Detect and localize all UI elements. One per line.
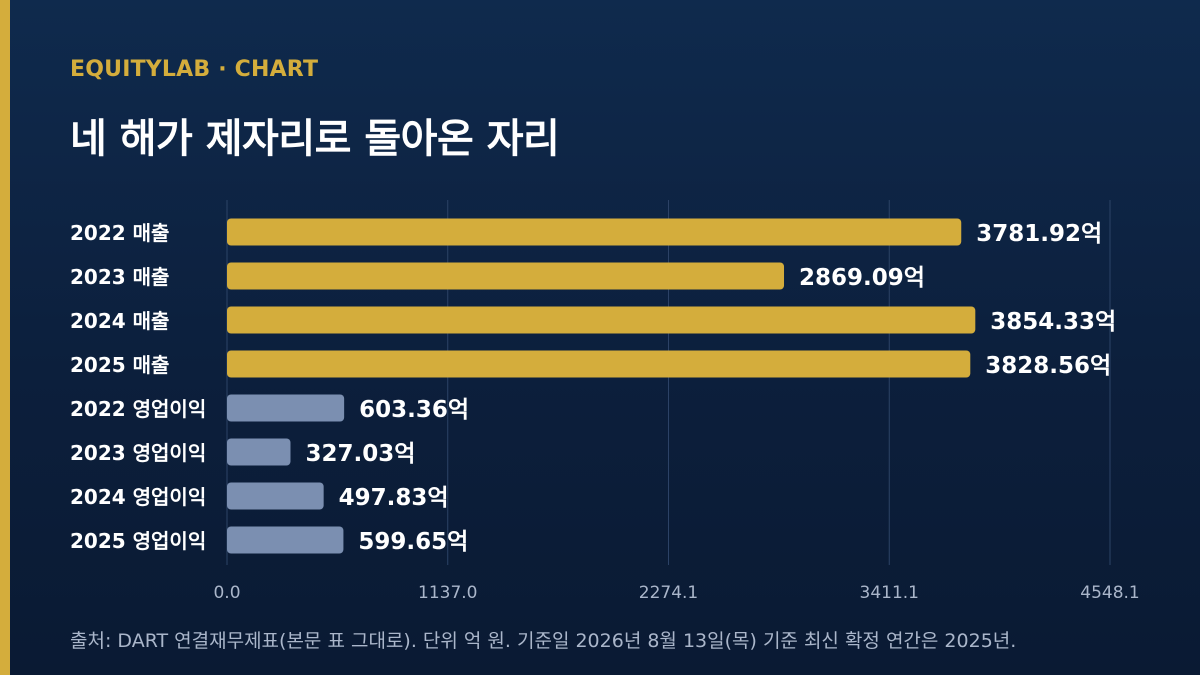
value-label: 497.83억 — [339, 485, 449, 511]
value-label: 3828.56억 — [985, 353, 1111, 379]
value-label: 327.03억 — [305, 441, 415, 467]
accent-stripe — [0, 0, 10, 675]
category-label: 2024 매출 — [70, 309, 169, 333]
x-tick-label: 3411.1 — [860, 583, 919, 603]
category-label: 2023 영업이익 — [70, 441, 206, 465]
x-tick-label: 4548.1 — [1080, 583, 1139, 603]
category-label: 2022 영업이익 — [70, 397, 206, 421]
operating-profit-bar — [227, 394, 345, 422]
value-label: 599.65억 — [358, 529, 468, 555]
value-label: 2869.09억 — [799, 265, 925, 291]
chart-title: 네 해가 제자리로 돌아온 자리 — [70, 116, 560, 162]
category-label: 2025 영업이익 — [70, 529, 206, 553]
operating-profit-bar — [227, 526, 344, 554]
category-label: 2022 매출 — [70, 221, 169, 245]
x-tick-label: 1137.0 — [418, 583, 477, 603]
source-note: 출처: DART 연결재무제표(본문 표 그대로). 단위 억 원. 기준일 2… — [70, 630, 1017, 652]
revenue-bar — [227, 262, 785, 290]
value-label: 3781.92억 — [976, 221, 1102, 247]
revenue-bar — [227, 350, 971, 378]
revenue-bar — [227, 306, 976, 334]
category-label: 2023 매출 — [70, 265, 169, 289]
category-label: 2025 매출 — [70, 353, 169, 377]
brand-label: EQUITYLAB · CHART — [70, 57, 319, 82]
value-label: 3854.33억 — [990, 309, 1116, 335]
category-label: 2024 영업이익 — [70, 485, 206, 509]
x-tick-label: 2274.1 — [639, 583, 698, 603]
operating-profit-bar — [227, 482, 324, 510]
operating-profit-bar — [227, 438, 291, 466]
value-label: 603.36억 — [359, 397, 469, 423]
revenue-bar — [227, 218, 962, 246]
x-tick-label: 0.0 — [213, 583, 240, 603]
